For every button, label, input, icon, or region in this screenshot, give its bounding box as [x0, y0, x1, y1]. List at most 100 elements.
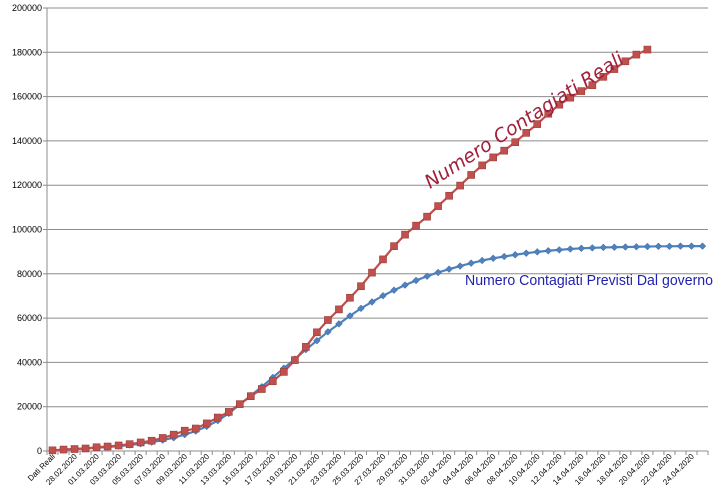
data-point-marker: [324, 328, 332, 336]
data-point-marker: [379, 255, 387, 264]
data-point-marker: [114, 441, 123, 450]
data-point-marker: [632, 50, 641, 59]
y-tick-label: 180000: [12, 47, 42, 57]
data-point-marker: [247, 392, 255, 400]
data-point-marker: [434, 268, 442, 277]
data-point-marker: [48, 446, 57, 455]
data-point-marker: [125, 440, 134, 448]
data-point-marker: [346, 293, 354, 302]
data-point-marker: [368, 298, 376, 306]
y-tick-label: 160000: [12, 92, 42, 102]
data-point-marker: [346, 312, 354, 320]
data-point-marker: [302, 343, 310, 351]
data-point-marker: [59, 445, 68, 454]
data-point-marker: [81, 444, 90, 453]
data-point-marker: [169, 430, 178, 439]
data-point-marker: [511, 250, 519, 259]
data-point-marker: [401, 281, 409, 289]
data-point-marker: [500, 146, 508, 155]
data-point-marker: [467, 259, 475, 267]
data-point-marker: [522, 249, 530, 257]
data-point-marker: [643, 45, 652, 54]
data-point-marker: [313, 328, 321, 337]
data-point-marker: [445, 191, 453, 200]
data-point-marker: [423, 212, 431, 221]
data-point-marker: [566, 93, 575, 102]
data-point-marker: [191, 424, 200, 433]
data-point-marker: [202, 419, 211, 428]
data-point-marker: [599, 243, 608, 252]
data-point-marker: [158, 434, 167, 442]
data-point-marker: [533, 248, 541, 256]
data-point-marker: [456, 262, 464, 270]
y-tick-label: 20000: [17, 402, 42, 412]
data-point-marker: [665, 242, 674, 251]
data-point-marker: [588, 244, 597, 252]
data-point-marker: [544, 109, 553, 118]
data-point-marker: [412, 221, 420, 230]
series-layer: [48, 45, 707, 455]
data-point-marker: [324, 316, 332, 324]
data-point-marker: [577, 87, 586, 95]
y-tick-label: 80000: [17, 269, 42, 279]
data-point-marker: [467, 171, 475, 179]
data-point-marker: [291, 356, 299, 364]
data-point-marker: [654, 242, 663, 251]
data-point-marker: [676, 242, 685, 250]
data-point-marker: [698, 242, 707, 250]
data-point-marker: [577, 244, 586, 253]
data-point-marker: [313, 336, 321, 345]
data-point-marker: [555, 246, 564, 254]
y-tick-label: 140000: [12, 136, 42, 146]
data-point-marker: [92, 443, 101, 452]
data-point-marker: [588, 81, 597, 89]
data-point-marker: [136, 438, 145, 447]
data-point-marker: [368, 268, 376, 277]
data-point-marker: [412, 276, 420, 285]
data-point-marker: [566, 245, 575, 253]
data-point-marker: [489, 254, 497, 263]
data-point-marker: [258, 385, 266, 393]
data-point-marker: [511, 138, 520, 146]
data-point-marker: [544, 247, 553, 255]
y-tick-label: 100000: [12, 225, 42, 235]
x-axis: Dati Reali28.02.202001.03.202003.03.2020…: [26, 450, 709, 487]
data-point-marker: [335, 320, 343, 328]
data-point-marker: [555, 100, 564, 109]
data-point-marker: [280, 368, 288, 376]
data-point-marker: [445, 265, 453, 273]
data-point-marker: [632, 243, 641, 251]
data-point-marker: [643, 242, 652, 251]
y-tick-label: 200000: [12, 3, 42, 13]
data-point-marker: [335, 305, 343, 314]
gridlines: [47, 7, 708, 452]
data-point-marker: [500, 252, 508, 261]
data-point-marker: [147, 436, 156, 445]
data-point-marker: [687, 242, 696, 250]
data-point-marker: [621, 243, 630, 251]
data-point-marker: [610, 243, 619, 251]
y-tick-label: 40000: [17, 357, 42, 367]
data-point-marker: [401, 230, 409, 239]
data-point-marker: [379, 291, 387, 300]
data-point-marker: [390, 286, 398, 294]
data-point-marker: [235, 400, 244, 408]
annotation-government-forecast: Numero Contagiati Previsti Dal governo: [465, 272, 713, 289]
data-point-marker: [357, 304, 365, 313]
data-point-marker: [478, 256, 486, 265]
series-real-cases: [48, 45, 652, 455]
data-point-marker: [70, 445, 79, 453]
data-point-marker: [423, 272, 431, 280]
y-tick-label: 60000: [17, 313, 42, 323]
data-point-marker: [103, 442, 112, 451]
data-point-marker: [610, 65, 619, 73]
data-point-marker: [489, 153, 497, 162]
data-point-marker: [533, 120, 542, 128]
data-point-marker: [357, 282, 365, 291]
data-point-marker: [180, 426, 189, 435]
y-tick-label: 120000: [12, 180, 42, 190]
data-point-marker: [434, 202, 442, 210]
data-point-marker: [224, 408, 233, 416]
data-point-marker: [390, 242, 398, 250]
